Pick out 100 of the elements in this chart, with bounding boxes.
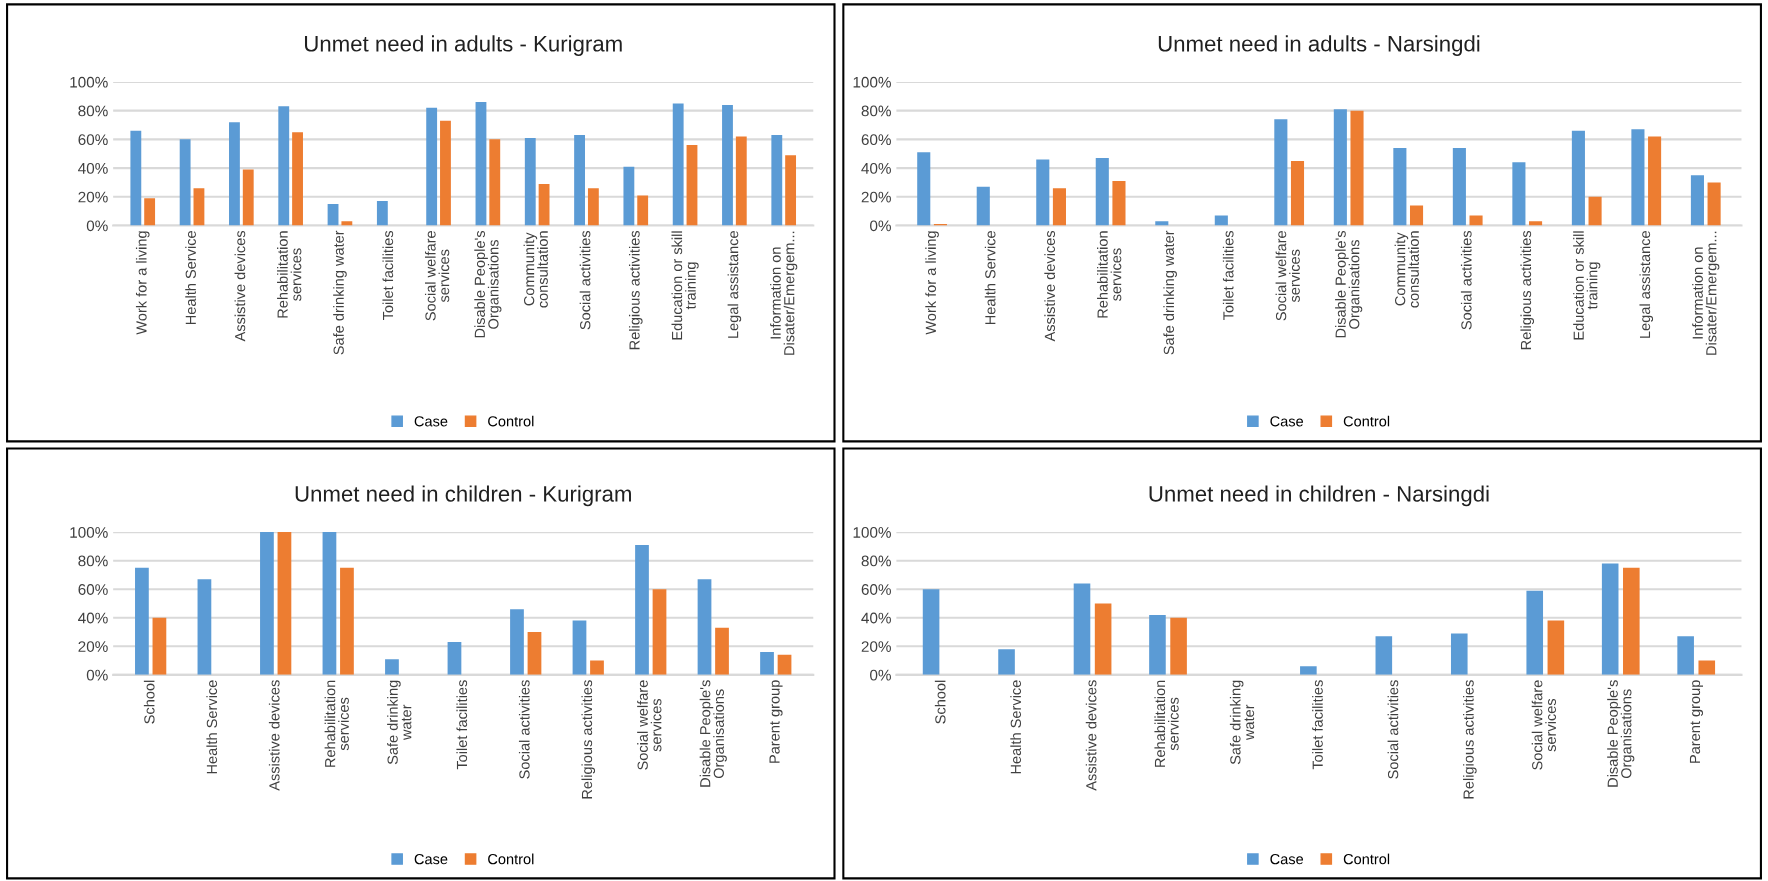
bar [1036,159,1050,226]
bar [1333,109,1347,226]
x-tick-label: Safe drinking water [1229,680,1255,765]
x-tick-label: Toilet facilities [456,680,468,770]
bar [242,169,254,226]
bar [1274,119,1288,226]
x-tick-label: Health Service [185,231,196,325]
bar [1170,617,1187,675]
bar [1214,215,1228,226]
bar [376,201,388,226]
bar [590,660,604,675]
x-tick-label: Toilet facilities [1312,680,1323,770]
bar [135,567,149,675]
bar [771,135,783,226]
bar [1469,215,1483,226]
x-tick-label: Toilet facilities [382,230,394,321]
x-tick-label: Social welfare services [424,231,450,321]
x-tick-label: Work for a living [925,231,939,335]
y-tick-label: 0% [870,669,891,681]
y-tick-label: 0% [86,669,108,681]
legend-label: Control [1343,853,1390,865]
bar [193,188,205,226]
legend-label: Control [488,853,534,865]
bar [385,659,399,675]
bar [1529,221,1543,226]
bar [1512,162,1526,226]
x-tick-label: Religious activities [628,230,643,350]
x-tick-label: Health Service [1010,680,1022,774]
bar [489,139,501,226]
bar [697,579,712,675]
bar [447,642,462,675]
bar [917,152,931,226]
chart-title: Unmet need in children - Kurigram [295,485,631,507]
x-tick-label: Education or skill training [1573,231,1601,340]
x-tick-label: Safe drinking water [387,680,412,765]
x-tick-label: Social welfare services [637,680,662,770]
bar [572,620,587,675]
legend-label: Case [414,853,448,865]
bar [715,627,729,675]
y-tick-label: 0% [86,220,108,232]
x-tick-label: Health Service [206,680,218,774]
y-tick-label: 80% [861,555,891,567]
bar [785,155,797,226]
x-tick-label: Social welfare services [1275,231,1300,321]
bar [278,106,290,226]
x-tick-label: Legal assistance [1639,231,1654,338]
bar [229,122,240,226]
bar [777,654,792,675]
bar [292,132,303,226]
x-tick-label: Social activities [579,230,591,330]
x-tick-label: Parent group [769,680,783,763]
x-tick-label: Religious activities [581,680,596,799]
x-tick-label: Community consultation [1394,231,1419,308]
x-tick-label: Social activities [1387,680,1399,779]
bar [922,589,940,675]
y-tick-label: 40% [78,612,108,624]
bar [197,579,212,675]
bar [1547,620,1565,675]
bar [672,103,684,226]
x-tick-label: Information on Disater/Emergem... [1692,231,1720,355]
chart-title: Unmet need in adults - Narsingdi [1158,35,1480,56]
x-tick-label: Education or skill training [671,231,699,340]
x-tick-label: Information on Disater/Emergem... [770,231,798,355]
chart-title: Unmet need in children - Narsingdi [1149,485,1489,507]
x-tick-label: Assistive devices [268,680,280,791]
bar [1631,129,1645,226]
x-tick-label: Assistive devices [1085,680,1097,791]
y-tick-label: 20% [861,191,891,203]
bar [623,166,635,226]
bar [1300,666,1317,675]
bar [1375,636,1393,675]
bar [1707,182,1721,226]
legend-label: Case [1270,853,1304,865]
bar [1450,633,1468,675]
x-tick-label: Religious activities [1520,230,1535,350]
x-tick-label: Legal assistance [727,231,742,338]
bar [527,632,542,675]
x-tick-label: Safe drinking water [1163,230,1177,355]
legend-label: Control [1343,415,1390,427]
x-tick-label: Rehabilitation services [324,680,349,767]
legend-label: Case [414,416,448,427]
bar [686,145,698,226]
y-tick-label: 100% [70,526,108,538]
bar [510,609,524,675]
bar [1698,660,1716,675]
bar [998,649,1015,675]
bar [538,183,550,226]
bar [760,652,774,675]
x-tick-label: Rehabilitation services [1154,680,1179,767]
bar [277,532,292,675]
y-tick-label: 60% [78,134,108,146]
bar [574,135,585,226]
y-tick-label: 100% [853,526,891,538]
y-tick-label: 0% [870,220,891,232]
bar [1623,567,1640,675]
bar [637,195,649,226]
y-tick-label: 20% [78,191,108,203]
bar [340,567,354,675]
x-tick-label: Rehabilitation services [1097,231,1122,318]
x-tick-label: School [934,680,946,724]
